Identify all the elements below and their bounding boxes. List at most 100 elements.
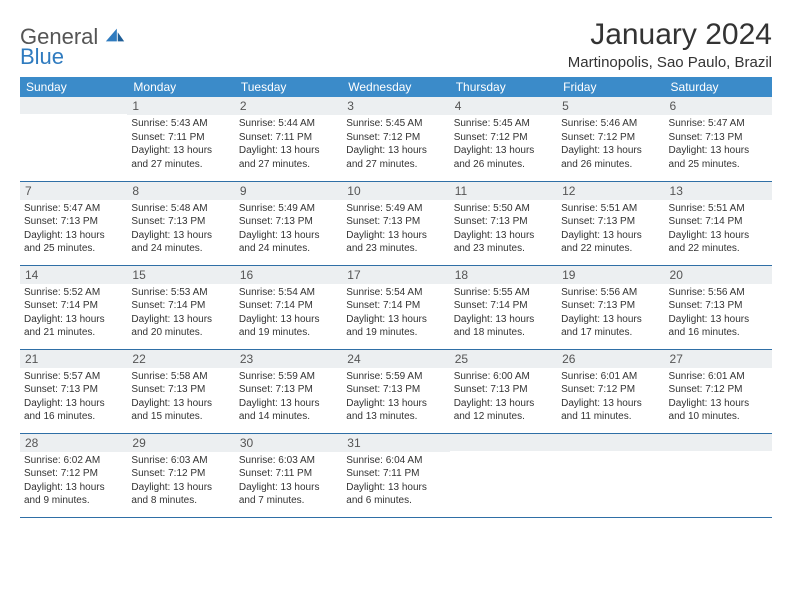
calendar-cell: 1Sunrise: 5:43 AMSunset: 7:11 PMDaylight… [127, 97, 234, 181]
day-number: 1 [127, 97, 234, 115]
sunrise-text: Sunrise: 6:03 AM [131, 454, 230, 468]
calendar-cell: 30 Sunrise: 6:03 AMSunset: 7:11 PMDayligh… [235, 433, 342, 517]
day-details: Sunrise: 5:50 AMSunset: 7:13 PMDaylight:… [450, 200, 557, 260]
sunset-text: Sunset: 7:13 PM [239, 383, 338, 397]
day-details: Sunrise: 5:57 AMSunset: 7:13 PMDaylight:… [20, 368, 127, 428]
day-details: Sunrise: 5:47 AMSunset: 7:13 PMDaylight:… [20, 200, 127, 260]
sunrise-text: Sunrise: 5:56 AM [669, 286, 768, 300]
day-number: 17 [342, 266, 449, 284]
day-number: 5 [557, 97, 664, 115]
daylight-text: Daylight: 13 hours and 19 minutes. [346, 313, 445, 340]
daylight-text: Daylight: 13 hours and 6 minutes. [346, 481, 445, 508]
sunset-text: Sunset: 7:12 PM [669, 383, 768, 397]
sunrise-text: Sunrise: 6:04 AM [346, 454, 445, 468]
sunset-text: Sunset: 7:11 PM [239, 467, 338, 481]
calendar-cell [557, 433, 664, 517]
daylight-text: Daylight: 13 hours and 26 minutes. [454, 144, 553, 171]
day-details: Sunrise: 5:58 AMSunset: 7:13 PMDaylight:… [127, 368, 234, 428]
sunset-text: Sunset: 7:12 PM [24, 467, 123, 481]
sunrise-text: Sunrise: 5:51 AM [561, 202, 660, 216]
calendar-cell: 18Sunrise: 5:55 AMSunset: 7:14 PMDayligh… [450, 265, 557, 349]
calendar-cell: 5Sunrise: 5:46 AMSunset: 7:12 PMDaylight… [557, 97, 664, 181]
location: Martinopolis, Sao Paulo, Brazil [568, 54, 772, 71]
daylight-text: Daylight: 13 hours and 25 minutes. [24, 229, 123, 256]
brand-line2: Blue [20, 44, 64, 69]
sunset-text: Sunset: 7:14 PM [131, 299, 230, 313]
calendar-cell: 11Sunrise: 5:50 AMSunset: 7:13 PMDayligh… [450, 181, 557, 265]
day-number: 7 [20, 182, 127, 200]
day-details: Sunrise: 5:45 AMSunset: 7:12 PMDaylight:… [450, 115, 557, 175]
daylight-text: Daylight: 13 hours and 13 minutes. [346, 397, 445, 424]
calendar-cell: 29Sunrise: 6:03 AMSunset: 7:12 PMDayligh… [127, 433, 234, 517]
calendar-cell: 24Sunrise: 5:59 AMSunset: 7:13 PMDayligh… [342, 349, 449, 433]
sunrise-text: Sunrise: 6:03 AM [239, 454, 338, 468]
calendar-row: 28Sunrise: 6:02 AMSunset: 7:12 PMDayligh… [20, 433, 772, 517]
day-number: 20 [665, 266, 772, 284]
day-details: Sunrise: 6:02 AMSunset: 7:12 PMDaylight:… [20, 452, 127, 512]
day-details: Sunrise: 5:55 AMSunset: 7:14 PMDaylight:… [450, 284, 557, 344]
sunrise-text: Sunrise: 5:44 AM [239, 117, 338, 131]
daylight-text: Daylight: 13 hours and 9 minutes. [24, 481, 123, 508]
day-details: Sunrise: 5:52 AMSunset: 7:14 PMDaylight:… [20, 284, 127, 344]
day-details: Sunrise: 5:49 AMSunset: 7:13 PMDaylight:… [342, 200, 449, 260]
calendar-cell [450, 433, 557, 517]
calendar-cell: 25Sunrise: 6:00 AMSunset: 7:13 PMDayligh… [450, 349, 557, 433]
day-number: 31 [342, 434, 449, 452]
day-number: 25 [450, 350, 557, 368]
day-number [665, 434, 772, 451]
day-number: 30 [235, 434, 342, 452]
daylight-text: Daylight: 13 hours and 23 minutes. [454, 229, 553, 256]
sunrise-text: Sunrise: 6:01 AM [561, 370, 660, 384]
calendar-cell: 17Sunrise: 5:54 AMSunset: 7:14 PMDayligh… [342, 265, 449, 349]
calendar-cell: 20Sunrise: 5:56 AMSunset: 7:13 PMDayligh… [665, 265, 772, 349]
day-number: 8 [127, 182, 234, 200]
sunrise-text: Sunrise: 5:47 AM [669, 117, 768, 131]
calendar-cell: 14Sunrise: 5:52 AMSunset: 7:14 PMDayligh… [20, 265, 127, 349]
daylight-text: Daylight: 13 hours and 20 minutes. [131, 313, 230, 340]
sunrise-text: Sunrise: 5:58 AM [131, 370, 230, 384]
day-number: 15 [127, 266, 234, 284]
day-details: Sunrise: 5:53 AMSunset: 7:14 PMDaylight:… [127, 284, 234, 344]
sunrise-text: Sunrise: 5:45 AM [454, 117, 553, 131]
day-details: Sunrise: 5:56 AMSunset: 7:13 PMDaylight:… [665, 284, 772, 344]
sunset-text: Sunset: 7:13 PM [454, 383, 553, 397]
day-details: Sunrise: 5:45 AMSunset: 7:12 PMDaylight:… [342, 115, 449, 175]
daylight-text: Daylight: 13 hours and 7 minutes. [239, 481, 338, 508]
daylight-text: Daylight: 13 hours and 23 minutes. [346, 229, 445, 256]
day-number: 2 [235, 97, 342, 115]
day-details: Sunrise: 5:51 AMSunset: 7:13 PMDaylight:… [557, 200, 664, 260]
day-details: Sunrise: 6:01 AMSunset: 7:12 PMDaylight:… [665, 368, 772, 428]
title-block: January 2024 Martinopolis, Sao Paulo, Br… [568, 18, 772, 71]
daylight-text: Daylight: 13 hours and 21 minutes. [24, 313, 123, 340]
daylight-text: Daylight: 13 hours and 27 minutes. [346, 144, 445, 171]
sunset-text: Sunset: 7:11 PM [131, 131, 230, 145]
sunset-text: Sunset: 7:12 PM [346, 131, 445, 145]
sunrise-text: Sunrise: 5:48 AM [131, 202, 230, 216]
day-number: 12 [557, 182, 664, 200]
sunset-text: Sunset: 7:12 PM [561, 131, 660, 145]
calendar-cell: 22Sunrise: 5:58 AMSunset: 7:13 PMDayligh… [127, 349, 234, 433]
sunset-text: Sunset: 7:12 PM [131, 467, 230, 481]
sunrise-text: Sunrise: 5:53 AM [131, 286, 230, 300]
sunset-text: Sunset: 7:13 PM [24, 215, 123, 229]
sunset-text: Sunset: 7:13 PM [346, 383, 445, 397]
sunset-text: Sunset: 7:14 PM [239, 299, 338, 313]
daylight-text: Daylight: 13 hours and 24 minutes. [131, 229, 230, 256]
day-number: 9 [235, 182, 342, 200]
calendar-row: 21Sunrise: 5:57 AMSunset: 7:13 PMDayligh… [20, 349, 772, 433]
sunrise-text: Sunrise: 5:50 AM [454, 202, 553, 216]
day-details: Sunrise: 5:59 AMSunset: 7:13 PMDaylight:… [235, 368, 342, 428]
day-number: 28 [20, 434, 127, 452]
day-number: 26 [557, 350, 664, 368]
daylight-text: Daylight: 13 hours and 8 minutes. [131, 481, 230, 508]
calendar-row: 14Sunrise: 5:52 AMSunset: 7:14 PMDayligh… [20, 265, 772, 349]
calendar-cell: 21Sunrise: 5:57 AMSunset: 7:13 PMDayligh… [20, 349, 127, 433]
sunset-text: Sunset: 7:11 PM [239, 131, 338, 145]
calendar-cell: 4Sunrise: 5:45 AMSunset: 7:12 PMDaylight… [450, 97, 557, 181]
day-details: Sunrise: 5:51 AMSunset: 7:14 PMDaylight:… [665, 200, 772, 260]
sail-icon [104, 26, 126, 44]
weekday-header: Monday [127, 77, 234, 97]
calendar-cell: 7Sunrise: 5:47 AMSunset: 7:13 PMDaylight… [20, 181, 127, 265]
weekday-header: Saturday [665, 77, 772, 97]
calendar-row: 7Sunrise: 5:47 AMSunset: 7:13 PMDaylight… [20, 181, 772, 265]
